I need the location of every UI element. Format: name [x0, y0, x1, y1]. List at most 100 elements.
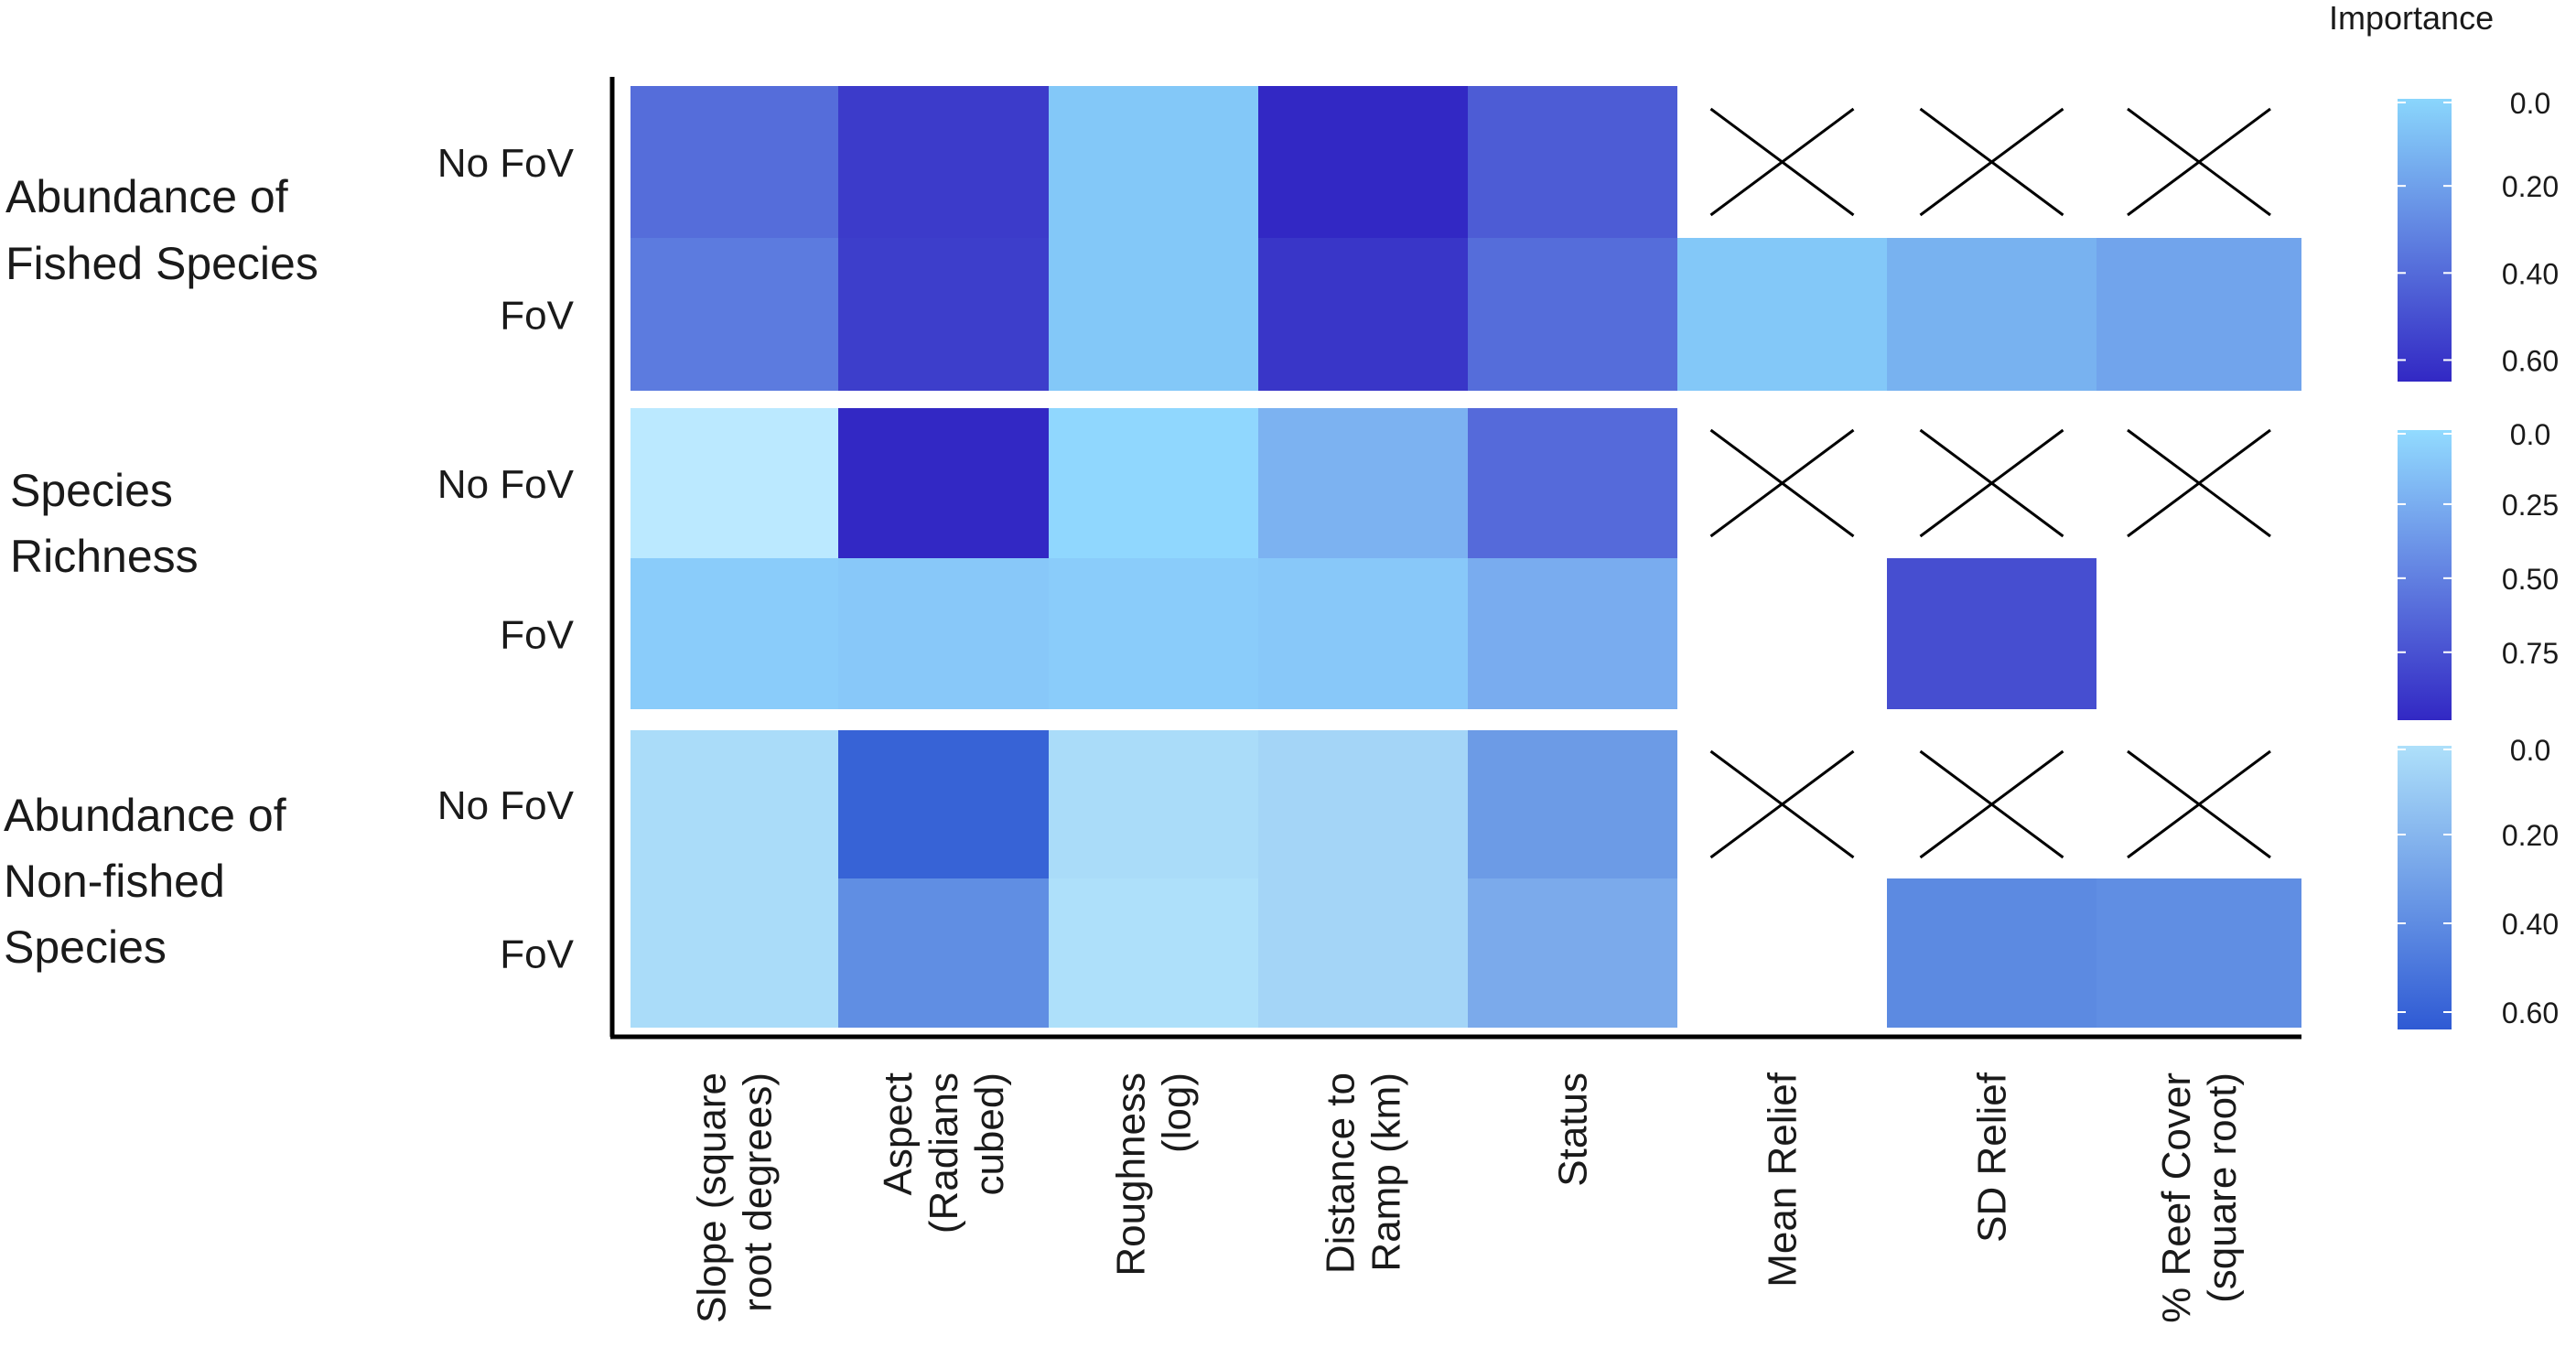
column-label-line: SD Relief	[1970, 1072, 2015, 1243]
heatmap-cells	[631, 86, 2301, 1028]
row-label: No FoV	[437, 462, 575, 507]
column-label-line: Mean Relief	[1761, 1072, 1805, 1288]
column-label: Aspect (Radians cubed)	[876, 1072, 1012, 1234]
heatmap-cell	[1049, 558, 1258, 709]
heatmap-cell	[1468, 558, 1677, 709]
heatmap-cell	[1468, 730, 1677, 878]
heatmap-cell	[1677, 238, 1887, 391]
legend-tick-label: 0.20	[2502, 819, 2559, 852]
column-label-line: (square root)	[2200, 1072, 2245, 1303]
column-label: Slope (square root degrees)	[690, 1072, 781, 1323]
legends: Importance 0.0 0.20 0.40 0.60 0.0 0.25 0.50 0.7…	[2329, 0, 2559, 1029]
legend-tick-label: 0.50	[2502, 563, 2559, 596]
heatmap-cell	[1887, 558, 2096, 709]
legend-tick-label: 0.20	[2502, 170, 2559, 203]
column-label-line: (log)	[1155, 1072, 1200, 1153]
legend-tick-label: 0.25	[2502, 489, 2559, 522]
heatmap-cell	[1258, 558, 1468, 709]
legend-tick-label: 0.40	[2502, 908, 2559, 941]
panel-label: Species	[4, 921, 167, 973]
excluded-cross-icon	[2127, 749, 2271, 859]
heatmap-cell	[2096, 238, 2301, 391]
heatmap-cell	[1258, 878, 1468, 1028]
column-label-line: Distance to	[1319, 1072, 1363, 1274]
row-label: FoV	[500, 613, 574, 658]
heatmap-cell	[1258, 86, 1468, 238]
column-label-line: % Reef Cover	[2154, 1072, 2199, 1323]
heatmap-cell	[1468, 86, 1677, 238]
column-label: SD Relief	[1970, 1072, 2015, 1243]
legend-tick-label: 0.0	[2510, 734, 2550, 767]
legend-tick-label: 0.0	[2510, 418, 2550, 451]
heatmap-cell	[1887, 238, 2096, 391]
excluded-cross-icon	[1919, 428, 2064, 538]
heatmap-cell	[838, 86, 1049, 238]
legend-tick-label: 0.60	[2502, 997, 2559, 1029]
row-label: FoV	[500, 932, 574, 977]
excluded-cross-icon	[1709, 749, 1855, 859]
column-label-line: Aspect	[876, 1072, 921, 1196]
excluded-markers	[1709, 107, 2271, 859]
panel-label: Species	[10, 465, 173, 516]
heatmap-cell	[1258, 730, 1468, 878]
excluded-cross-icon	[1919, 749, 2064, 859]
heatmap-cell	[1049, 86, 1258, 238]
legend-tick-label: 0.0	[2510, 87, 2550, 120]
heatmap-cell	[631, 238, 838, 391]
column-label: Mean Relief	[1761, 1072, 1805, 1288]
heatmap-cell	[1258, 408, 1468, 558]
legend-colorbar	[2398, 746, 2452, 1029]
heatmap-cell	[631, 730, 838, 878]
legend-title: Importance	[2329, 0, 2494, 37]
legend-colorbar	[2398, 99, 2452, 382]
heatmap-cell	[2096, 878, 2301, 1028]
heatmap-cell	[838, 558, 1049, 709]
heatmap-cell	[631, 878, 838, 1028]
excluded-cross-icon	[2127, 428, 2271, 538]
heatmap-cell	[838, 730, 1049, 878]
excluded-cross-icon	[2127, 107, 2271, 217]
excluded-cross-icon	[1709, 428, 1855, 538]
panel-label: Abundance of	[4, 790, 286, 841]
heatmap-cell	[631, 86, 838, 238]
heatmap-cell	[1468, 878, 1677, 1028]
heatmap-cell	[1049, 408, 1258, 558]
heatmap-cell	[1887, 878, 2096, 1028]
row-label: No FoV	[437, 141, 575, 186]
legend-tick-label: 0.40	[2502, 257, 2559, 290]
column-label: Roughness (log)	[1109, 1072, 1200, 1277]
column-label: Status	[1551, 1072, 1596, 1187]
column-label-line: root degrees)	[736, 1072, 781, 1312]
legend-colorbar	[2398, 430, 2452, 720]
heatmap-cell	[838, 238, 1049, 391]
excluded-cross-icon	[1709, 107, 1855, 217]
column-label-line: Roughness	[1109, 1072, 1154, 1277]
heatmap-cell	[838, 408, 1049, 558]
heatmap-cell	[631, 408, 838, 558]
column-label-line: (Radians	[922, 1072, 966, 1234]
heatmap-cell	[1049, 878, 1258, 1028]
column-label: % Reef Cover (square root)	[2154, 1072, 2245, 1323]
excluded-cross-icon	[1919, 107, 2064, 217]
row-label: No FoV	[437, 783, 575, 828]
legend-tick-label: 0.60	[2502, 344, 2559, 377]
heatmap-cell	[1258, 238, 1468, 391]
column-label: Distance to Ramp (km)	[1319, 1072, 1409, 1274]
heatmap-cell	[1049, 730, 1258, 878]
panel-labels: Abundance of Fished Species Species Richnes…	[4, 171, 318, 973]
panel-label: Abundance of	[5, 171, 288, 222]
column-labels: Slope (square root degrees) Aspect (Radians…	[690, 1072, 2246, 1323]
heatmap-cell	[1468, 238, 1677, 391]
column-label-line: Status	[1551, 1072, 1596, 1187]
legend-tick-label: 0.75	[2502, 637, 2559, 670]
heatmap-cell	[631, 558, 838, 709]
column-label-line: cubed)	[967, 1072, 1012, 1196]
panel-label: Non-fished	[4, 856, 225, 907]
row-label: FoV	[500, 294, 574, 339]
heatmap-cell	[1468, 408, 1677, 558]
column-label-line: Slope (square	[690, 1072, 735, 1323]
column-label-line: Ramp (km)	[1364, 1072, 1409, 1272]
axes	[609, 77, 2301, 1040]
row-labels: No FoV FoV No FoV FoV No FoV FoV	[437, 141, 575, 977]
